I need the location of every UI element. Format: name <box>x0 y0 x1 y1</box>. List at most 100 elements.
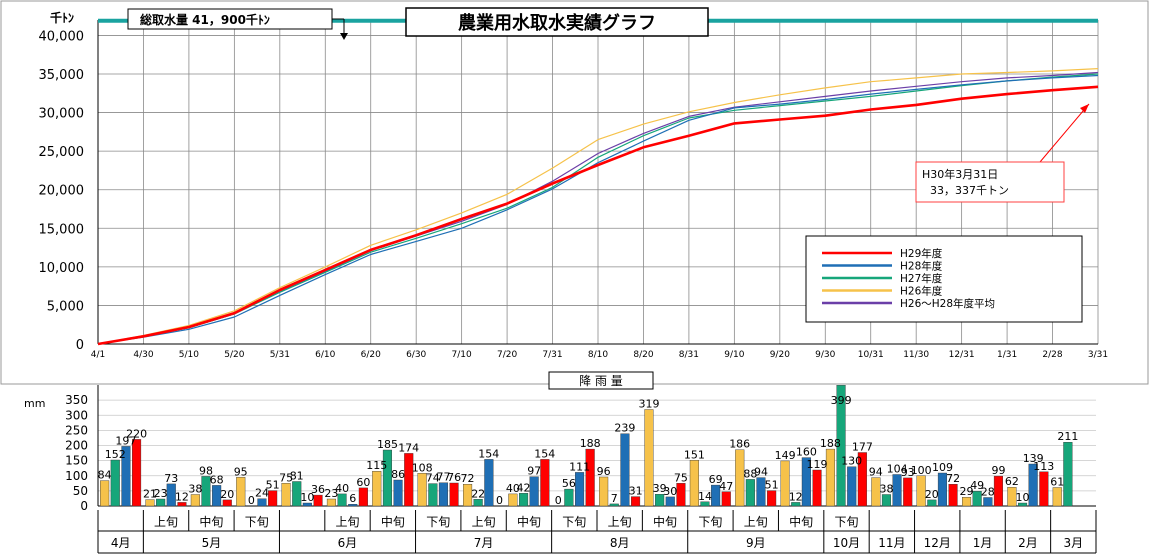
bar-y-tick-label: 100 <box>65 469 88 483</box>
rain-bar-label: 14 <box>698 490 712 503</box>
x-tick-label: 8/20 <box>633 350 653 360</box>
period-month-table: 上旬 中旬 下旬 上旬 中旬 下旬 上旬 中旬 下旬 上旬 中旬 下旬 上旬 中旬 下旬 4月 5月 6月 7月 8月… <box>97 510 1097 554</box>
rain-bar-label: 94 <box>754 466 768 479</box>
y-tick-label: 30,000 <box>39 107 85 122</box>
series-line <box>97 85 1099 346</box>
rain-bar-label: 72 <box>461 472 475 485</box>
rain-bar-label: 139 <box>1023 452 1044 465</box>
total-intake-label: 総取水量 41，900千ﾄﾝ <box>140 12 270 27</box>
rain-bar-label: 23 <box>324 487 338 500</box>
month-label: 3月 <box>1063 536 1083 550</box>
rain-bar-label: 86 <box>391 468 405 481</box>
rain-bar <box>121 446 131 507</box>
rain-bar <box>676 483 686 507</box>
rain-bar <box>937 472 947 507</box>
rain-bar-label: 23 <box>154 487 168 500</box>
rain-bar-label: 95 <box>234 465 248 478</box>
period-label: 中旬 <box>789 514 813 529</box>
y-tick-label: 35,000 <box>39 68 85 83</box>
rain-bar <box>166 483 176 507</box>
period-label: 中旬 <box>381 514 405 529</box>
annotation-box <box>915 161 1065 203</box>
rain-bar-label: 62 <box>1005 475 1019 488</box>
rain-bar-label: 12 <box>175 490 189 503</box>
period-label: 中旬 <box>653 514 677 529</box>
rain-bar <box>825 448 835 507</box>
rain-bar-label: 220 <box>126 427 147 440</box>
rain-bar-label: 130 <box>841 455 862 468</box>
rain-bar-label: 111 <box>569 460 590 473</box>
x-tick-label: 1/31 <box>997 350 1017 360</box>
period-label: 下旬 <box>562 515 586 529</box>
rain-bar <box>257 498 267 507</box>
month-label: 8月 <box>610 536 630 550</box>
rain-bar <box>767 490 777 507</box>
rain-bar-label: 211 <box>1057 430 1078 443</box>
rain-bar <box>540 459 550 507</box>
rain-bar-label: 0 <box>555 494 562 507</box>
x-tick-label: 5/31 <box>270 350 290 360</box>
intake-line-chart: 0 5,000 10,000 15,000 20,000 25,000 30,000 35,0… <box>0 0 1149 385</box>
legend-label: H28年度 <box>900 260 943 273</box>
period-label: 下旬 <box>698 515 722 529</box>
period-label: 上旬 <box>154 515 178 529</box>
rain-bar-label: 84 <box>98 469 112 482</box>
line-chart-x-ticks: 4/1 4/30 5/10 5/20 5/31 6/10 6/20 6/30 7/10 7/20 7… <box>91 350 1108 360</box>
bar-y-tick-label: 350 <box>65 393 88 407</box>
rain-bar <box>972 491 982 507</box>
annotation-arrowhead <box>1080 104 1089 113</box>
rain-bar-label: 7 <box>611 492 618 505</box>
bar-chart-data-labels: 8415219722021237312389868209502451758110… <box>98 394 1079 507</box>
rain-bar <box>201 476 211 507</box>
rain-bar <box>1018 502 1028 507</box>
rain-bar-label: 51 <box>765 479 779 492</box>
rain-bar-label: 119 <box>807 458 828 471</box>
bar-y-tick-label: 0 <box>80 499 88 513</box>
rain-bar-label: 10 <box>300 491 314 504</box>
month-label: 6月 <box>338 536 358 550</box>
rain-bar-label: 109 <box>932 461 953 474</box>
rain-bar <box>222 499 232 507</box>
rain-bar-label: 28 <box>981 486 995 499</box>
month-label: 5月 <box>202 536 222 550</box>
rain-bar <box>393 479 403 507</box>
rain-bar-label: 185 <box>377 438 398 451</box>
final-value-annotation: H30年3月31日 33，337千トン <box>915 103 1090 203</box>
rain-bar-label: 38 <box>188 483 202 496</box>
rain-bar-label: 36 <box>311 483 325 496</box>
rain-bar <box>404 453 414 507</box>
bar-y-tick-label: 300 <box>65 408 88 422</box>
rain-bar <box>302 502 312 507</box>
rain-bar <box>711 484 721 507</box>
rain-bar <box>326 498 337 507</box>
rain-bar <box>983 497 993 507</box>
rain-bar-label: 40 <box>335 482 349 495</box>
rain-bar <box>337 493 347 507</box>
rain-bar-label: 72 <box>946 472 960 485</box>
rain-bar-label: 239 <box>614 422 635 435</box>
month-label: 10月 <box>833 536 860 550</box>
rain-bar-label: 42 <box>517 481 531 494</box>
rain-bar <box>801 457 811 507</box>
rain-bar-label: 188 <box>580 437 601 450</box>
rain-bar-label: 74 <box>426 472 440 485</box>
series-line <box>97 68 1099 345</box>
rain-bar <box>281 483 291 507</box>
rain-bar-label: 61 <box>1050 476 1064 489</box>
rain-bar <box>871 477 881 507</box>
rain-bar-label: 94 <box>869 466 883 479</box>
rain-bar-label: 20 <box>925 488 939 501</box>
rain-bar-label: 100 <box>911 464 932 477</box>
rain-bar-label: 154 <box>478 447 499 460</box>
x-tick-label: 5/20 <box>224 350 244 360</box>
rain-bar <box>508 493 518 507</box>
rain-bar-label: 149 <box>775 449 796 462</box>
y-tick-label: 10,000 <box>39 261 85 276</box>
rain-bar-label: 30 <box>663 485 677 498</box>
x-tick-label: 9/10 <box>724 350 744 360</box>
rain-bar-label: 31 <box>629 485 643 498</box>
bar-y-tick-label: 200 <box>65 439 88 453</box>
rain-bar-label: 51 <box>266 479 280 492</box>
rain-bar-label: 186 <box>729 438 750 451</box>
rain-bar-label: 88 <box>743 467 757 480</box>
